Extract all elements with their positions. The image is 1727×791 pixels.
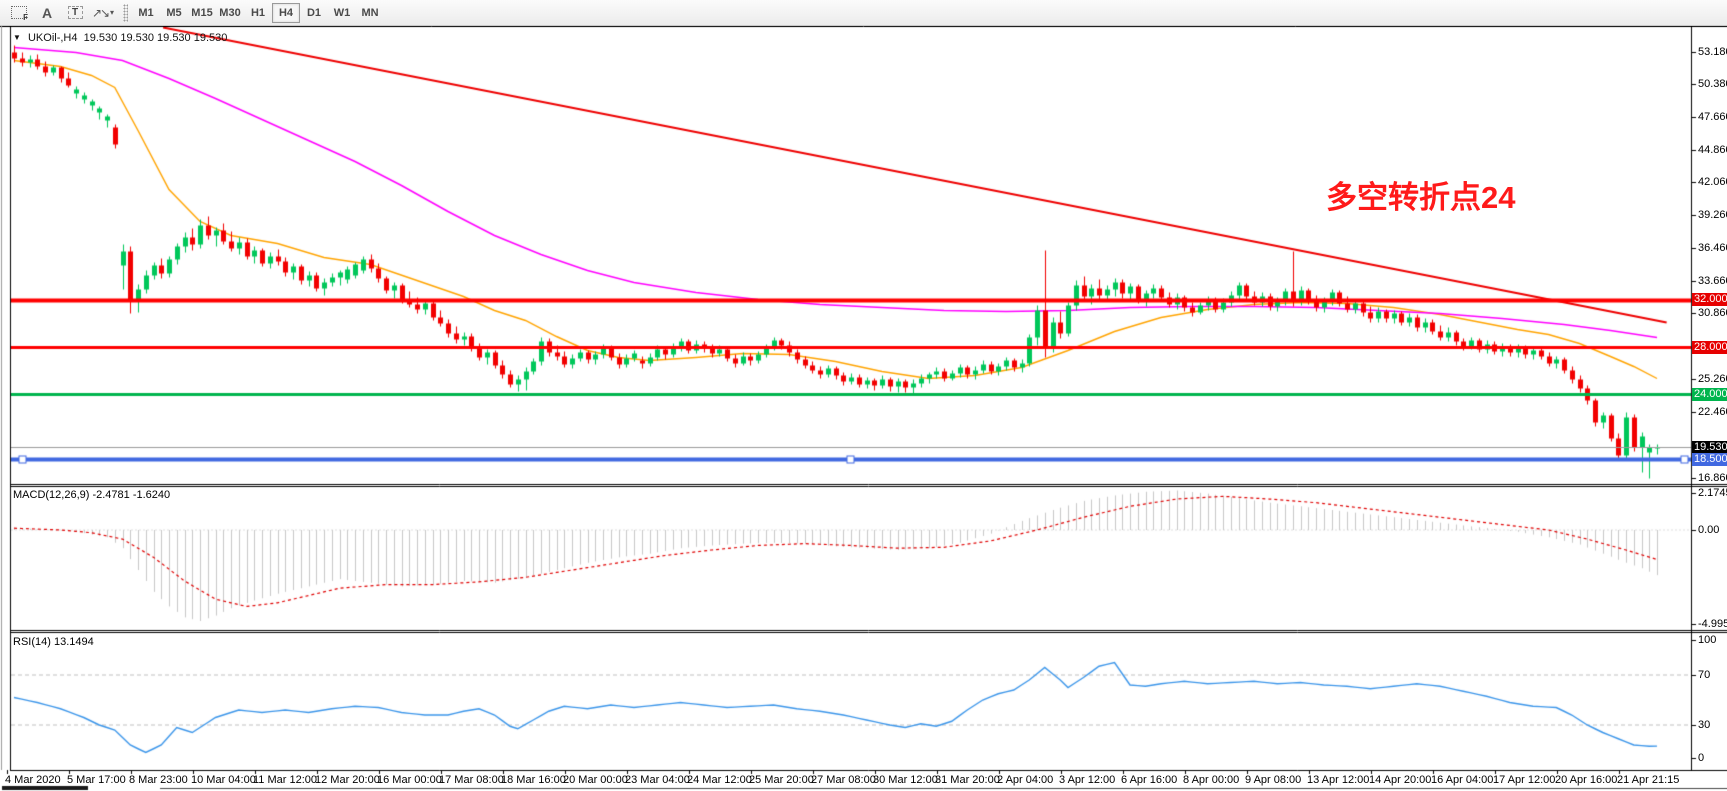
timeframe-button-mn[interactable]: MN: [361, 6, 379, 19]
date-axis-label: 9 Apr 08:00: [1245, 774, 1302, 786]
rsi-axis-tick: 70: [1698, 669, 1711, 681]
macd-indicator-label: MACD(12,26,9) -2.4781 -1.6240: [13, 489, 171, 501]
price-badge-28.000: 28.000: [1692, 341, 1727, 354]
date-axis-label: 23 Mar 04:00: [625, 774, 690, 786]
price-axis-tick: 39.260: [1698, 209, 1727, 221]
rsi-indicator-label: RSI(14) 13.1494: [13, 636, 94, 648]
chart-title: ▼ UKOil-,H4 19.530 19.530 19.530 19.530: [13, 31, 227, 45]
chevron-down-icon: ▾: [110, 8, 115, 17]
date-axis-label: 13 Apr 12:00: [1307, 774, 1370, 786]
date-axis-label: 14 Apr 20:00: [1369, 774, 1432, 786]
toolbar: F A T ↗↘ ▾ M1 M5 M15 M30 H1 H4 D1 W1 MN: [0, 0, 1727, 26]
price-axis-tick: 47.660: [1698, 111, 1727, 123]
date-axis-label: 27 Mar 08:00: [811, 774, 876, 786]
price-axis-tick: 25.260: [1698, 373, 1727, 385]
date-axis-label: 25 Mar 20:00: [749, 774, 814, 786]
timeframe-button-m5[interactable]: M5: [166, 6, 182, 19]
price-axis-tick: 16.860: [1698, 472, 1727, 484]
date-axis-label: 8 Apr 00:00: [1183, 774, 1240, 786]
timeframe-button-m15[interactable]: M15: [191, 6, 213, 19]
macd-axis-tick: 2.1745: [1698, 487, 1727, 499]
date-axis-label: 12 Mar 20:00: [315, 774, 380, 786]
date-axis-label: 5 Mar 17:00: [67, 774, 126, 786]
date-axis-label: 11 Mar 12:00: [253, 774, 318, 786]
text-label-tool-button[interactable]: T: [62, 2, 88, 24]
macd-axis-tick: -4.9955: [1698, 618, 1727, 630]
date-axis-label: 4 Mar 2020: [5, 774, 61, 786]
price-axis-tick: 53.180: [1698, 46, 1727, 58]
timeframe-button-h1[interactable]: H1: [250, 6, 266, 19]
arrows-icon: ↗↘: [91, 5, 110, 20]
price-axis-tick: 33.660: [1698, 275, 1727, 287]
date-axis-label: 16 Mar 00:00: [377, 774, 442, 786]
date-axis-label: 20 Apr 16:00: [1555, 774, 1618, 786]
date-axis-label: 3 Apr 12:00: [1059, 774, 1116, 786]
date-axis-label: 17 Mar 08:00: [439, 774, 504, 786]
date-axis-label: 2 Apr 04:00: [997, 774, 1054, 786]
ohlc-values: 19.530 19.530 19.530 19.530: [83, 32, 228, 44]
date-axis-label: 10 Mar 04:00: [191, 774, 256, 786]
rsi-axis-tick: 30: [1698, 719, 1711, 731]
chart-canvas[interactable]: [0, 26, 1727, 791]
text-label-icon: T: [67, 6, 83, 19]
timeframe-button-w1[interactable]: W1: [333, 6, 351, 19]
price-axis-tick: 30.860: [1698, 307, 1727, 319]
date-axis-label: 16 Apr 04:00: [1431, 774, 1494, 786]
date-axis-label: 24 Mar 12:00: [687, 774, 752, 786]
rsi-axis-tick: 0: [1698, 752, 1705, 764]
date-axis-label: 17 Apr 12:00: [1493, 774, 1556, 786]
date-axis-label: 20 Mar 00:00: [563, 774, 628, 786]
price-badge-18.500: 18.500: [1692, 453, 1727, 466]
date-axis-label: 21 Apr 21:15: [1617, 774, 1680, 786]
price-axis-tick: 36.460: [1698, 242, 1727, 254]
price-badge-32.000: 32.000: [1692, 293, 1727, 306]
price-axis-tick: 50.380: [1698, 78, 1727, 90]
symbol-name: UKOil-,H4: [27, 32, 78, 44]
price-axis-tick: 44.860: [1698, 144, 1727, 156]
date-axis-label: 30 Mar 12:00: [873, 774, 938, 786]
annotation-text[interactable]: 多空转折点24: [1326, 180, 1516, 215]
symbol-dropdown-icon[interactable]: ▼: [13, 33, 21, 42]
date-axis-label: 6 Apr 16:00: [1121, 774, 1178, 786]
timeframe-button-m30[interactable]: M30: [219, 6, 241, 19]
price-axis-tick: 42.060: [1698, 176, 1727, 188]
price-axis-tick: 22.460: [1698, 406, 1727, 418]
rsi-axis-tick: 100: [1698, 634, 1717, 646]
date-axis-label: 8 Mar 23:00: [129, 774, 188, 786]
macd-axis-tick: 0.00: [1698, 524, 1720, 536]
arrows-tool-button[interactable]: ↗↘ ▾: [90, 2, 116, 24]
date-axis-label: 18 Mar 16:00: [501, 774, 566, 786]
timeframe-bar: M1 M5 M15 M30 H1 H4 D1 W1 MN: [132, 2, 384, 23]
toolbar-grip[interactable]: [123, 3, 128, 22]
fibonacci-tool-button[interactable]: F: [6, 2, 32, 24]
price-badge-19.530: 19.530: [1692, 441, 1727, 454]
timeframe-button-h4[interactable]: H4: [272, 2, 300, 23]
text-tool-button[interactable]: A: [41, 4, 53, 21]
timeframe-button-d1[interactable]: D1: [306, 6, 322, 19]
price-badge-24.000: 24.000: [1692, 388, 1727, 401]
fibonacci-icon: F: [11, 6, 28, 22]
timeframe-button-m1[interactable]: M1: [138, 6, 154, 19]
date-axis-label: 31 Mar 20:00: [935, 774, 1000, 786]
